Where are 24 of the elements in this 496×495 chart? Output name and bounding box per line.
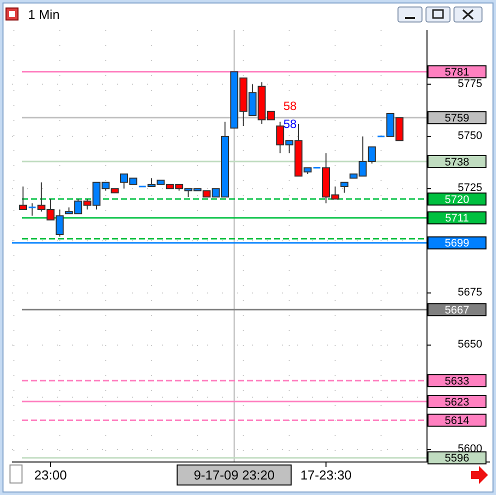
ref-line-label: 5781 [444,66,470,79]
annotation: 58 [283,99,297,114]
y-tick-label: 5650 [458,338,482,351]
ref-line-label: 5633 [444,375,470,388]
ref-line-label: 5699 [444,238,470,250]
ref-line-label: 5596 [444,452,470,465]
x-tick-label: 9-17-09 23:20 [194,468,275,483]
candlestick [19,186,28,210]
y-tick-label: 5775 [458,78,482,90]
ref-line-label: 5738 [444,156,470,168]
annotation: 58 [283,117,297,132]
ref-line-label: 5759 [444,112,470,124]
chart-title: 1 Min [28,7,60,22]
ref-line-label: 5711 [445,212,469,225]
ref-line-label: 5667 [444,304,470,316]
x-tick-label: 17-23:30 [300,468,352,483]
ref-line-label: 5720 [444,194,470,206]
ref-line-label: 5614 [444,415,470,428]
x-tick-label: 23:00 [34,468,67,483]
candlestick [340,182,348,194]
y-tick-label: 5675 [458,286,482,298]
ref-line-label: 5623 [444,396,470,408]
y-tick-label: 5725 [458,182,482,194]
y-tick-label: 5750 [458,130,482,142]
